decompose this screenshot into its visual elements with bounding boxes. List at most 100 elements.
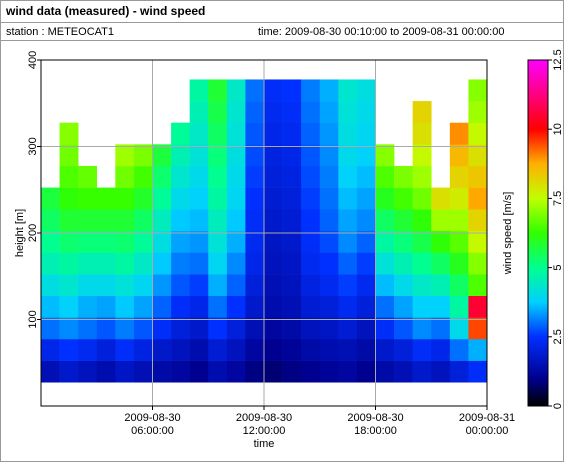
- cell: [319, 209, 339, 232]
- cell: [264, 144, 283, 167]
- cell: [171, 338, 190, 361]
- cell: [338, 295, 358, 318]
- cell: [133, 230, 153, 253]
- cell: [226, 187, 246, 210]
- cell: [264, 295, 283, 318]
- x-tick-label: 2009-08-30 06:00:00: [124, 412, 181, 437]
- cell: [319, 165, 339, 188]
- cell: [189, 101, 209, 124]
- cell: [78, 165, 98, 188]
- cell: [356, 317, 376, 340]
- cell: [189, 209, 209, 232]
- cell: [301, 317, 321, 340]
- cell: [356, 360, 376, 383]
- cell: [245, 360, 265, 383]
- cell: [208, 230, 228, 253]
- cell: [356, 101, 376, 124]
- cell: [189, 165, 209, 188]
- cell: [208, 274, 228, 297]
- cell: [394, 165, 413, 188]
- cell: [264, 274, 283, 297]
- cell: [338, 144, 358, 167]
- cell: [245, 101, 265, 124]
- colorbar-tick-label: 10: [552, 123, 564, 135]
- cell: [171, 144, 190, 167]
- cell: [412, 230, 432, 253]
- cell: [282, 79, 302, 102]
- station: station : METEOCAT1: [6, 26, 114, 38]
- cell: [96, 274, 116, 297]
- cell: [431, 187, 451, 210]
- cell: [394, 209, 413, 232]
- cell: [449, 187, 469, 210]
- cell: [449, 274, 469, 297]
- cell: [78, 295, 98, 318]
- cell: [468, 79, 488, 102]
- cell: [375, 187, 395, 210]
- cell: [319, 338, 339, 361]
- cell: [431, 360, 451, 383]
- cell: [189, 252, 209, 275]
- cell: [431, 338, 451, 361]
- cell: [338, 274, 358, 297]
- cell: [319, 187, 339, 210]
- cell: [468, 295, 488, 318]
- cell: [282, 360, 302, 383]
- cell: [449, 209, 469, 232]
- cell: [375, 274, 395, 297]
- cell: [468, 360, 488, 383]
- cell: [78, 230, 98, 253]
- cell: [189, 144, 209, 167]
- cell: [245, 274, 265, 297]
- cell: [412, 317, 432, 340]
- x-tick-label: 2009-08-31 00:00:00: [458, 412, 516, 437]
- cell: [412, 187, 432, 210]
- cell: [338, 79, 358, 102]
- cell: [115, 338, 135, 361]
- cell: [301, 360, 321, 383]
- cell: [264, 209, 283, 232]
- cell: [78, 252, 98, 275]
- y-tick-label: 300: [27, 137, 39, 155]
- cell: [41, 209, 60, 232]
- cell: [356, 338, 376, 361]
- cell: [394, 295, 413, 318]
- cell: [412, 101, 432, 124]
- cell: [41, 338, 60, 361]
- cell: [115, 252, 135, 275]
- cell: [356, 230, 376, 253]
- cell: [338, 338, 358, 361]
- cell: [152, 317, 172, 340]
- cell: [319, 252, 339, 275]
- cell: [301, 295, 321, 318]
- cell: [152, 165, 172, 188]
- cell: [78, 360, 98, 383]
- cell: [245, 230, 265, 253]
- cell: [356, 79, 376, 102]
- y-tick-label: 400: [27, 51, 39, 69]
- cell: [338, 187, 358, 210]
- cell: [449, 230, 469, 253]
- cell: [208, 187, 228, 210]
- cell: [96, 230, 116, 253]
- cell: [115, 274, 135, 297]
- cell: [301, 230, 321, 253]
- cell: [59, 209, 79, 232]
- cell: [59, 252, 79, 275]
- cell: [356, 187, 376, 210]
- cell: [78, 317, 98, 340]
- cell: [282, 101, 302, 124]
- cell: [431, 230, 451, 253]
- cell: [264, 338, 283, 361]
- cell: [375, 295, 395, 318]
- cell: [171, 295, 190, 318]
- cell: [375, 209, 395, 232]
- cell: [394, 274, 413, 297]
- cell: [171, 187, 190, 210]
- colorbar-tick-label: 5: [552, 265, 564, 271]
- cell: [59, 317, 79, 340]
- cell: [319, 230, 339, 253]
- cell: [449, 295, 469, 318]
- cell: [301, 252, 321, 275]
